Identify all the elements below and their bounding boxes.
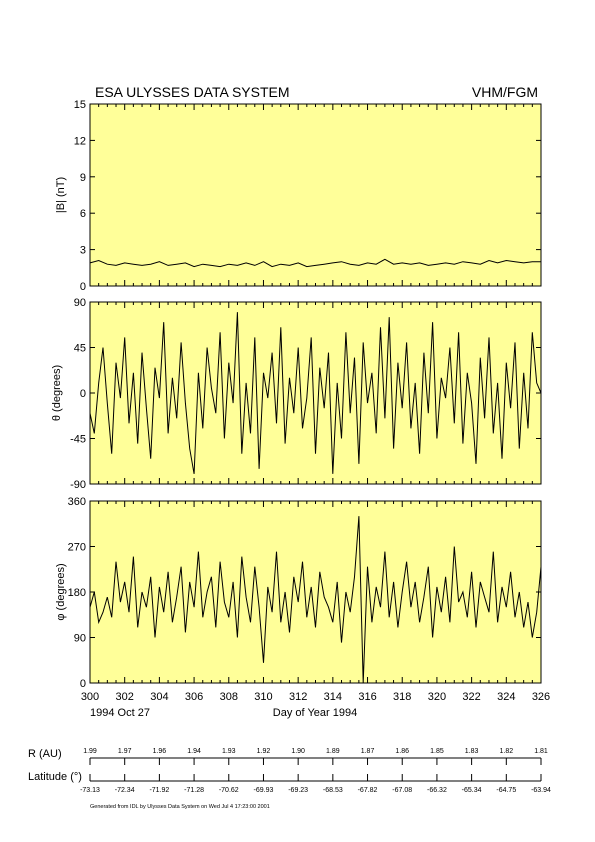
y-tick-label: 360	[68, 496, 86, 508]
panel-phi-ticks: 0 90 180 270 360	[68, 496, 542, 690]
x-tick-label: 324	[497, 691, 515, 703]
latitude-value: -67.82	[358, 787, 378, 794]
x-tick-label: 314	[324, 691, 342, 703]
y-tick-label: -45	[70, 434, 86, 446]
r-value: 1.99	[83, 748, 97, 755]
r-value: 1.86	[395, 748, 409, 755]
latitude-value: -66.32	[427, 787, 447, 794]
y-tick-label: 45	[74, 343, 86, 355]
latitude-value: -68.53	[323, 787, 343, 794]
panel-b-line	[89, 258, 541, 268]
latitude-values: -73.13 -72.34 -71.92 -71.28 -70.62 -69.93 -69.…	[80, 787, 551, 794]
y-tick-label: 0	[80, 678, 86, 690]
y-tick-label: 15	[74, 99, 86, 111]
y-tick-label: 0	[80, 388, 86, 400]
y-tick-label: 180	[68, 587, 86, 599]
ephemeris: R (AU) Latitude (°) 1.99 1.97 1.96 1.94 1.93…	[28, 748, 551, 794]
panel-b-ticks: 0 3 6 9 12 15	[74, 99, 542, 293]
latitude-value: -73.13	[80, 787, 100, 794]
x-tick-label: 318	[393, 691, 411, 703]
date-label: 1994 Oct 27	[90, 707, 150, 719]
x-tick-label: 310	[254, 691, 272, 703]
latitude-value: -67.08	[392, 787, 412, 794]
x-tick-label: 326	[532, 691, 550, 703]
y-tick-label: -90	[70, 479, 86, 491]
y-tick-label: 3	[80, 245, 86, 257]
panel-phi-line	[89, 516, 542, 684]
r-value: 1.96	[153, 748, 167, 755]
latitude-value: -65.34	[462, 787, 482, 794]
latitude-value: -70.62	[219, 787, 239, 794]
latitude-value: -69.23	[288, 787, 308, 794]
r-value: 1.87	[361, 748, 375, 755]
x-tick-label: 302	[116, 691, 134, 703]
panel-theta-background	[89, 301, 542, 485]
x-tick-label: 306	[185, 691, 203, 703]
latitude-value: -64.75	[496, 787, 516, 794]
panel-b-ylabel: |B| (nT)	[55, 177, 67, 213]
panel-b: 0 3 6 9 12 15 |B| (nT)	[55, 99, 542, 293]
y-tick-label: 270	[68, 542, 86, 554]
x-tick-label: 316	[358, 691, 376, 703]
y-tick-label: 6	[80, 208, 86, 220]
latitude-value: -72.34	[115, 787, 135, 794]
panel-theta-ylabel: θ (degrees)	[51, 365, 63, 421]
header-title: ESA ULYSSES DATA SYSTEM	[95, 84, 290, 100]
panel-theta: -90 -45 0 45 90 θ (degrees)	[51, 297, 542, 491]
x-tick-labels: 300 302 304 306 308 310 312 314 316 318 320 322 324 3…	[81, 691, 550, 703]
y-tick-label: 90	[74, 297, 86, 309]
r-value: 1.83	[465, 748, 479, 755]
y-tick-label: 0	[80, 281, 86, 293]
x-tick-label: 320	[428, 691, 446, 703]
x-tick-label: 308	[220, 691, 238, 703]
x-tick-label: 312	[289, 691, 307, 703]
r-values: 1.99 1.97 1.96 1.94 1.93 1.92 1.90 1.89 1.87 1.86…	[83, 748, 548, 755]
r-value: 1.89	[326, 748, 340, 755]
panel-b-background	[89, 103, 542, 287]
r-value: 1.94	[187, 748, 201, 755]
panel-phi: 0 90 180 270 360 φ (degrees)	[55, 496, 542, 690]
y-tick-label: 90	[74, 633, 86, 645]
r-value: 1.93	[222, 748, 236, 755]
r-value: 1.85	[430, 748, 444, 755]
footer-note: Generated from IDL by Ulysses Data Syste…	[90, 804, 270, 810]
x-tick-label: 300	[81, 691, 99, 703]
x-axis-label: Day of Year 1994	[273, 707, 357, 719]
r-label: R (AU)	[28, 748, 62, 760]
panel-phi-ylabel: φ (degrees)	[55, 563, 67, 620]
latitude-label: Latitude (°)	[28, 771, 82, 783]
latitude-value: -63.94	[531, 787, 551, 794]
latitude-value: -71.28	[184, 787, 204, 794]
y-tick-label: 9	[80, 172, 86, 184]
panel-theta-line	[89, 312, 542, 474]
r-value: 1.97	[118, 748, 132, 755]
latitude-value: -69.93	[254, 787, 274, 794]
r-value: 1.81	[534, 748, 548, 755]
panel-theta-ticks: -90 -45 0 45 90	[70, 297, 542, 491]
header-instrument: VHM/FGM	[472, 84, 538, 100]
latitude-value: -71.92	[149, 787, 169, 794]
x-tick-label: 322	[462, 691, 480, 703]
y-tick-label: 12	[74, 135, 86, 147]
r-value: 1.82	[499, 748, 513, 755]
ephemeris-axes	[89, 757, 542, 782]
r-value: 1.90	[291, 748, 305, 755]
x-tick-label: 304	[150, 691, 168, 703]
r-value: 1.92	[257, 748, 271, 755]
